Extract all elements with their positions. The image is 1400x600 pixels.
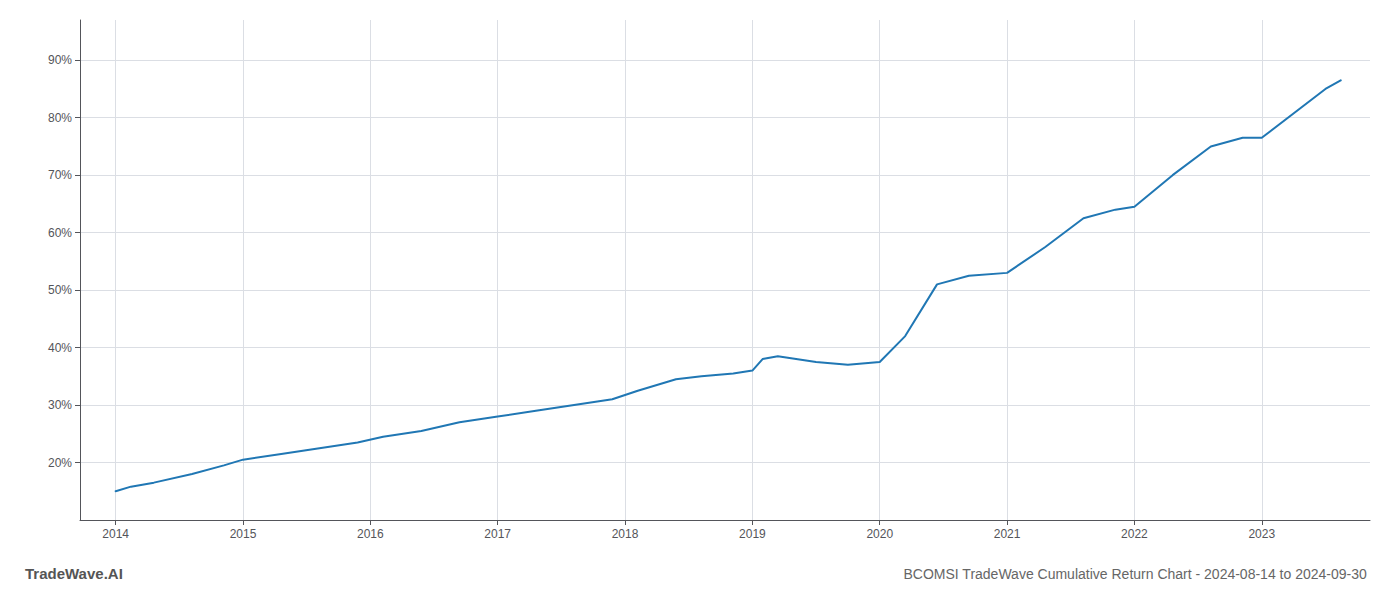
svg-text:2022: 2022 [1121, 527, 1148, 541]
svg-text:70%: 70% [48, 168, 72, 182]
svg-text:20%: 20% [48, 456, 72, 470]
svg-text:TradeWave.AI: TradeWave.AI [25, 565, 123, 582]
svg-text:40%: 40% [48, 341, 72, 355]
svg-text:2020: 2020 [866, 527, 893, 541]
svg-text:2021: 2021 [994, 527, 1021, 541]
svg-text:60%: 60% [48, 226, 72, 240]
svg-text:2018: 2018 [612, 527, 639, 541]
svg-text:30%: 30% [48, 398, 72, 412]
svg-text:2019: 2019 [739, 527, 766, 541]
svg-text:2016: 2016 [357, 527, 384, 541]
svg-text:2014: 2014 [102, 527, 129, 541]
svg-text:90%: 90% [48, 53, 72, 67]
svg-text:2015: 2015 [230, 527, 257, 541]
svg-text:80%: 80% [48, 111, 72, 125]
svg-text:2017: 2017 [484, 527, 511, 541]
svg-text:2023: 2023 [1248, 527, 1275, 541]
svg-text:50%: 50% [48, 283, 72, 297]
svg-text:BCOMSI TradeWave Cumulative Re: BCOMSI TradeWave Cumulative Return Chart… [903, 566, 1366, 582]
